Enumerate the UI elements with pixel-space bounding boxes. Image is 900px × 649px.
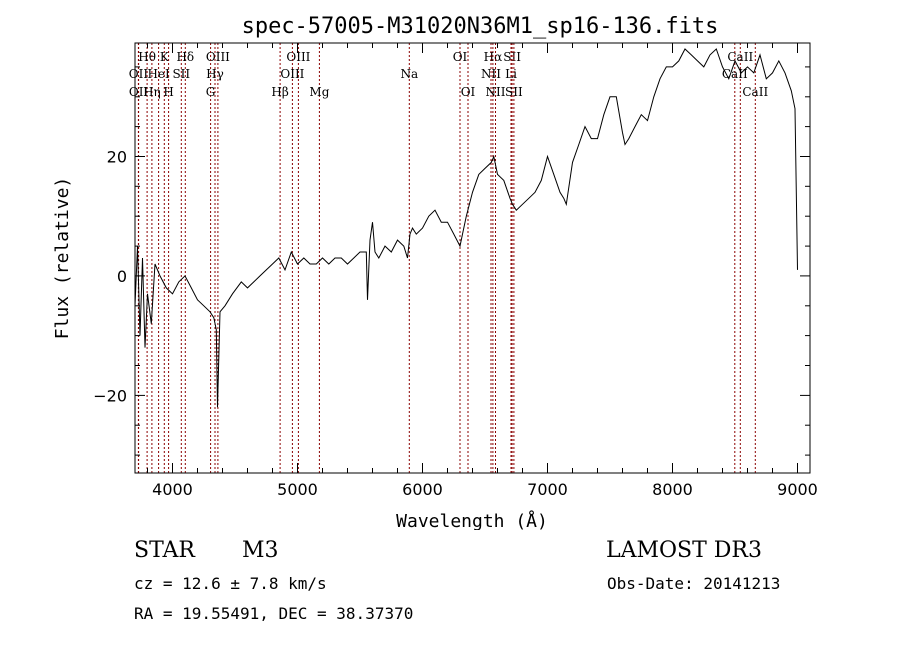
x-tick-label: 6000 [402,480,443,499]
x-tick-label: 4000 [152,480,193,499]
spectrum-series-line [134,48,798,408]
emission-line-label: CaII [727,50,753,64]
y-axis-label: Flux (relative) [52,177,73,340]
y-tick-label: 20 [107,148,127,167]
axis-ticks: 4000 5000 6000 7000 8000 9000 −20 0 20 [93,43,818,499]
emission-line-label: SII [172,67,190,81]
obs-date: Obs-Date: 20141213 [607,574,781,593]
x-tick-label: 9000 [777,480,818,499]
emission-line-label: OIII [280,67,304,81]
emission-line-label: NII [481,67,501,81]
x-axis-label: Wavelength (Å) [396,510,548,530]
object-class: STAR [134,538,195,563]
emission-line-label: SII [503,50,521,64]
survey-name: LAMOST DR3 [606,538,762,563]
x-tick-label: 8000 [652,480,693,499]
object-subclass: M3 [242,538,279,563]
emission-line-label: OIII [206,50,230,64]
emission-line-label: Hη [143,85,161,99]
emission-line-label: K [160,50,170,64]
emission-line-label: Hβ [271,85,288,99]
x-tick-label: 7000 [527,480,568,499]
coordinates: RA = 19.55491, DEC = 38.37370 [134,604,414,623]
redshift-value: cz = 12.6 ± 7.8 km/s [134,574,327,593]
emission-line-label: Hθ [138,50,156,64]
emission-line-label: Hα [484,50,503,64]
y-tick-label: 0 [117,267,127,286]
emission-line-label: SII [505,85,523,99]
emission-lines: Hθ OII OII K HeI Hη H Hδ SII OIII Hγ G OIII OIII Hβ Mg N… [129,43,768,473]
emission-line-label: Hγ [206,67,224,81]
emission-line-label: OII [129,85,149,99]
emission-line-label: Mg [309,85,329,99]
chart-title: spec-57005-M31020N36M1_sp16-136.fits [242,14,719,39]
emission-line-label: CaII [742,85,768,99]
emission-line-label: NII [486,85,506,99]
emission-line-label: H [163,85,173,99]
emission-line-label: Na [400,67,418,81]
emission-line-label: Li [505,67,517,81]
emission-line-label: G [206,85,216,99]
emission-line-label: HeI [147,67,170,81]
y-tick-label: −20 [93,386,127,405]
emission-line-label: OI [461,85,476,99]
emission-line-label: OI [453,50,468,64]
spectrum-chart: spec-57005-M31020N36M1_sp16-136.fits Hθ O… [52,14,818,530]
plot-frame [134,42,811,474]
x-tick-label: 5000 [277,480,318,499]
emission-line-label: Hδ [176,50,194,64]
emission-line-label: OIII [286,50,310,64]
emission-line-label: OII [129,67,149,81]
